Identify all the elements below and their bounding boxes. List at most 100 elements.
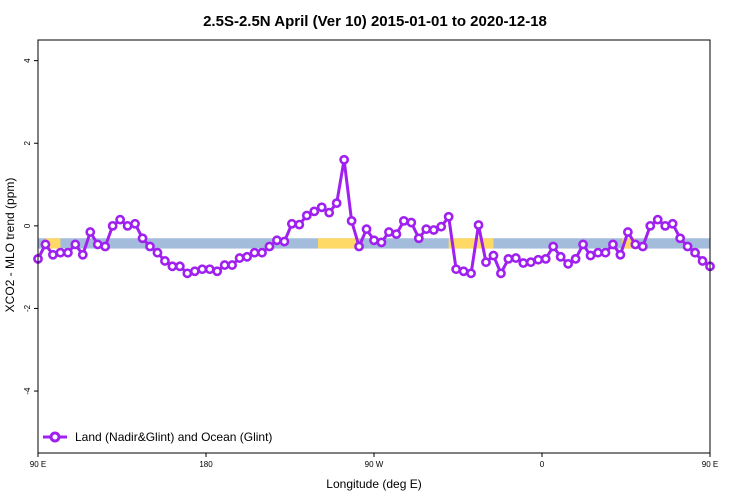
chart-title: 2.5S-2.5N April (Ver 10) 2015-01-01 to 2… <box>203 13 547 30</box>
data-point <box>189 266 200 277</box>
data-point <box>182 268 193 279</box>
data-point <box>316 202 327 213</box>
data-point <box>212 266 223 277</box>
data-point <box>324 207 335 218</box>
legend: Land (Nadir&Glint) and Ocean (Glint) <box>43 430 272 444</box>
data-point <box>675 233 686 244</box>
data-point <box>615 249 626 260</box>
data-point <box>593 247 603 258</box>
data-point <box>160 256 170 266</box>
data-point <box>77 249 88 260</box>
data-point <box>286 218 297 229</box>
y-tick-label: 0 <box>23 223 32 228</box>
data-point <box>428 225 439 235</box>
data-point <box>376 237 387 248</box>
data-point <box>533 254 544 265</box>
data-point <box>249 247 260 258</box>
data-point <box>361 224 372 235</box>
data-point <box>257 247 267 258</box>
data-point <box>137 233 148 244</box>
data-point <box>70 239 81 250</box>
data-point <box>473 220 484 230</box>
land-band-segment <box>448 238 494 249</box>
y-tick-label: 4 <box>23 58 32 63</box>
data-point <box>242 251 252 262</box>
data-point <box>682 241 693 252</box>
data-point <box>301 210 312 221</box>
data-point <box>436 221 447 232</box>
data-point <box>204 264 215 275</box>
data-point <box>503 253 514 264</box>
data-point <box>55 247 66 258</box>
data-point <box>630 239 641 250</box>
data-point <box>85 227 96 237</box>
data-point <box>525 257 536 268</box>
data-point <box>167 261 178 272</box>
data-point <box>92 239 103 250</box>
data-point <box>637 241 648 252</box>
data-point <box>540 253 551 264</box>
data-point <box>608 239 618 250</box>
data-point <box>219 260 230 270</box>
data-point <box>279 236 290 247</box>
data-point <box>518 258 529 268</box>
x-tick-label: 90 E <box>702 460 718 469</box>
data-point <box>294 219 305 230</box>
data-point <box>62 247 73 258</box>
data-point <box>488 250 499 261</box>
data-point <box>667 218 678 229</box>
data-point <box>130 218 140 229</box>
data-point <box>369 235 379 246</box>
data-point <box>451 264 462 275</box>
y-axis: -4 -2 0 2 4 <box>23 58 38 395</box>
data-point <box>510 253 521 263</box>
data-point <box>443 211 454 222</box>
data-point <box>272 235 282 246</box>
data-point <box>384 227 394 237</box>
data-point <box>309 206 320 217</box>
data-point <box>122 220 133 231</box>
data-point <box>339 154 350 165</box>
y-tick-label: -4 <box>23 387 32 395</box>
x-tick-label: 180 <box>199 460 213 469</box>
data-point <box>413 233 424 244</box>
land-band-segment <box>622 238 636 249</box>
data-point <box>331 198 342 209</box>
data-point <box>481 257 491 268</box>
x-tick-label: 90 E <box>30 460 46 469</box>
data-point <box>152 247 163 258</box>
data-point <box>585 250 596 261</box>
data-point <box>398 215 409 226</box>
land-band-segment <box>45 238 61 249</box>
data-point <box>107 220 118 231</box>
data-point <box>578 239 588 250</box>
data-point <box>391 229 402 240</box>
data-point <box>697 256 708 266</box>
y-tick-label: 2 <box>23 140 32 145</box>
data-point <box>421 224 432 235</box>
series-line <box>36 158 711 275</box>
series-layer <box>33 154 715 279</box>
data-point <box>354 241 364 252</box>
data-point <box>115 214 126 225</box>
x-tick-label: 0 <box>540 460 545 469</box>
data-point <box>406 217 417 228</box>
data-point <box>40 239 51 250</box>
data-point <box>652 214 663 225</box>
data-point <box>174 261 185 272</box>
x-tick-label: 90 W <box>365 460 384 469</box>
y-tick-label: -2 <box>23 304 32 312</box>
y-axis-label: XCO2 - MLO trend (ppm) <box>3 178 17 313</box>
legend-marker-swatch <box>49 431 61 443</box>
data-point <box>234 253 245 263</box>
x-axis-label: Longitude (deg E) <box>326 477 421 491</box>
data-point <box>600 247 611 258</box>
data-point <box>660 220 671 231</box>
legend-label: Land (Nadir&Glint) and Ocean (Glint) <box>75 430 272 444</box>
land-band-segment <box>318 238 360 249</box>
data-point <box>346 215 357 226</box>
data-point <box>555 251 566 262</box>
data-point <box>197 264 208 275</box>
data-point <box>570 253 581 264</box>
data-point <box>264 241 275 252</box>
